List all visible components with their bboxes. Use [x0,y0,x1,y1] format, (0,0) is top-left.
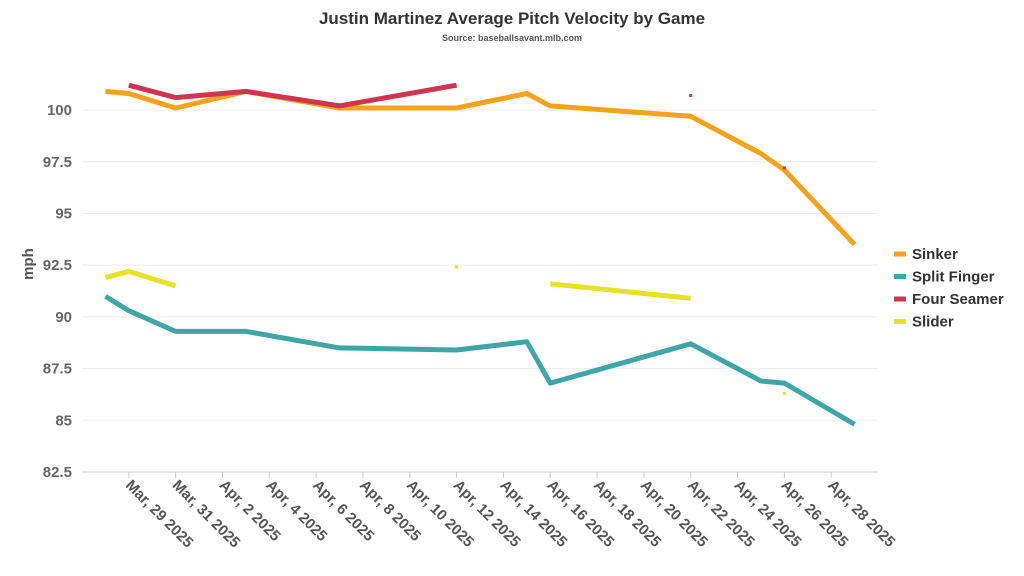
series-line [105,88,857,247]
legend-label: Slider [912,314,954,331]
legend-item[interactable]: Split Finger [894,269,995,286]
legend-label: Split Finger [912,269,995,286]
legend: Sinker Split Finger Four Seamer Slider [894,246,1004,331]
legend-item[interactable]: Four Seamer [894,291,1004,308]
series-line [104,268,177,289]
legend-label: Sinker [912,246,958,263]
y-tick-label: 100 [47,102,72,119]
chart-title: Justin Martinez Average Pitch Velocity b… [319,9,705,28]
y-tick-label: 97.5 [43,154,72,171]
series-line [128,82,458,109]
y-tick-label: 87.5 [43,361,72,378]
data-point [782,391,786,395]
y-tick-label: 85 [55,412,72,429]
series-line [104,294,856,427]
data-point [782,166,786,170]
series-line [549,281,691,301]
series-sinker [105,88,857,247]
y-axis-label: mph [20,248,37,280]
chart-subtitle: Source: baseballsavant.mlb.com [442,33,582,43]
y-tick-label: 95 [55,205,72,222]
legend-label: Four Seamer [912,291,1004,308]
y-tick-label: 82.5 [43,464,72,481]
series-slider [104,265,786,395]
y-ticks: 82.5 85 87.5 90 92.5 95 97.5 100 [43,102,72,481]
y-tick-label: 92.5 [43,257,72,274]
series-layer [104,82,857,427]
series-split-finger [104,294,856,427]
data-point [689,94,693,98]
y-tick-label: 90 [55,309,72,326]
legend-item[interactable]: Sinker [894,246,958,263]
data-point [455,265,459,269]
legend-item[interactable]: Slider [894,314,954,331]
grid-layer [82,109,878,473]
series-four-seamer [128,82,786,170]
